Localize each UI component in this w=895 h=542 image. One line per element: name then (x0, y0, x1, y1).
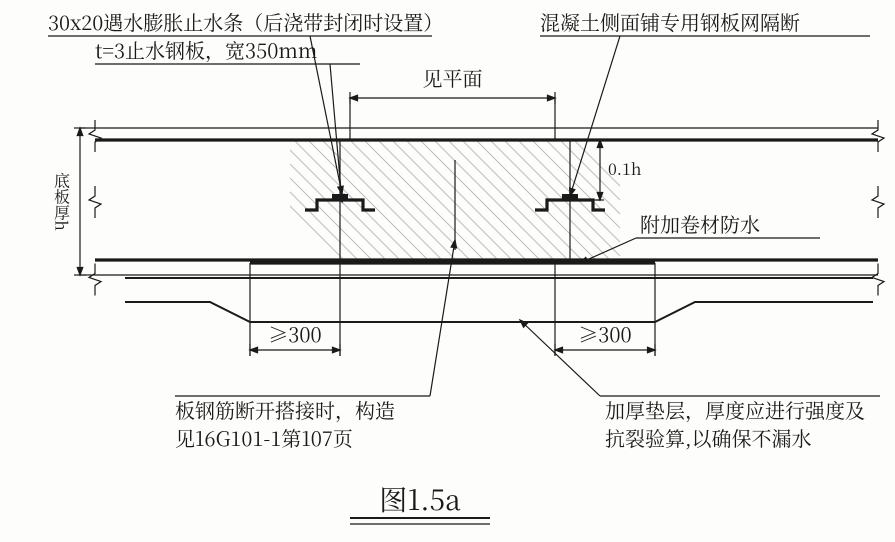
label: 混凝土侧面铺专用钢板网隔断 (540, 7, 800, 36)
label: 加厚垫层，厚度应进行强度及 (605, 395, 865, 424)
label: t=3止水钢板，宽350mm (95, 35, 317, 64)
label: ≥300 (268, 319, 321, 348)
label: 30x20遇水膨胀止水条（后浇带封闭时设置） (48, 7, 443, 36)
label: 附加卷材防水 (640, 209, 760, 238)
label: 见16G101-1第107页 (175, 423, 353, 452)
label: 0.1h (608, 157, 642, 180)
label: 抗裂验算,以确保不漏水 (605, 423, 812, 452)
label: 板钢筋断开搭接时，构造 (175, 395, 395, 424)
slab-thickness-label: 底板厚h (51, 172, 74, 231)
label: 见平面 (423, 63, 483, 92)
label: 图1.5a (379, 479, 461, 519)
label: ≥300 (578, 319, 631, 348)
